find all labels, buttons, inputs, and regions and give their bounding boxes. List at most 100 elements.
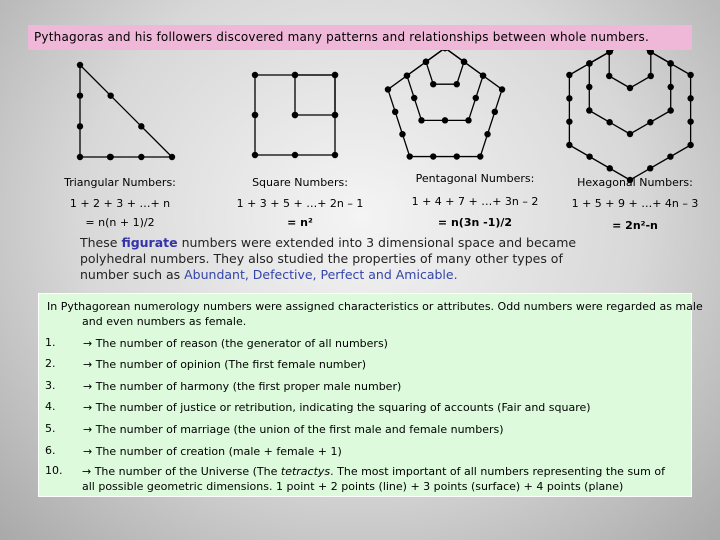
figure-dot — [667, 83, 674, 91]
figure-dot — [626, 130, 634, 138]
column-result: = n² — [287, 216, 313, 229]
figure-dot — [626, 176, 634, 184]
figure-dot — [76, 61, 84, 69]
figure-dot — [291, 151, 299, 159]
figure-dot — [479, 72, 487, 79]
item-text: → The number of the Universe (The tetrac… — [82, 464, 672, 494]
figure-dot — [107, 92, 114, 99]
figure-dot — [667, 107, 674, 114]
figure-dot — [667, 153, 674, 160]
figure-line — [387, 89, 411, 157]
item-part: → The number of reason (the generator of… — [83, 337, 388, 350]
figure-dot — [484, 130, 491, 138]
figure-dot — [477, 153, 484, 160]
figure-dot — [472, 94, 479, 102]
figure-dot — [586, 60, 593, 67]
column-title: Triangular Numbers: — [64, 176, 176, 189]
figure-dot — [647, 165, 654, 172]
column-title: Pentagonal Numbers: — [415, 172, 535, 185]
figure-line — [456, 61, 465, 85]
figure-dot — [403, 72, 411, 79]
figure-line — [79, 64, 173, 158]
figure-line — [569, 144, 631, 181]
figure-dot — [687, 95, 694, 102]
figure-dot — [331, 151, 339, 159]
highlight: figurate — [121, 235, 178, 250]
item-number: 4. — [45, 400, 56, 413]
figure-line — [425, 61, 434, 85]
figure-dot — [687, 141, 694, 149]
figure-dot — [566, 71, 573, 79]
figure-dot — [399, 130, 406, 138]
figure-line — [608, 75, 631, 89]
column-result: = n(n + 1)/2 — [85, 216, 155, 229]
figure-line — [479, 89, 503, 157]
figure-dot — [606, 48, 613, 56]
item-text: → The number of justice or retribution, … — [83, 400, 683, 415]
item-text: → The number of opinion (The first femal… — [83, 357, 683, 372]
figure-dot — [566, 95, 573, 102]
figure-dot — [626, 84, 634, 92]
figure-line — [629, 144, 691, 181]
figure-dot — [76, 123, 84, 130]
column-sum: 1 + 3 + 5 + …+ 2n – 1 — [236, 197, 364, 210]
item-text: → The number of reason (the generator of… — [83, 336, 683, 351]
figure-dot — [251, 151, 259, 159]
item-number: 5. — [45, 422, 56, 435]
figure-line — [425, 47, 446, 63]
figure-dot — [251, 111, 259, 119]
figure-dot — [566, 141, 573, 149]
figure-dot — [331, 111, 339, 119]
item-number: 1. — [45, 336, 56, 349]
column-sum: 1 + 2 + 3 + …+ n — [69, 197, 171, 210]
item-part: . The most important of all numbers repr… — [82, 465, 665, 493]
figure-dot — [491, 108, 498, 116]
figure-dot — [647, 72, 654, 80]
item-part: → The number of opinion (The first femal… — [83, 358, 367, 371]
figure-dot — [138, 123, 145, 130]
figure-dot — [647, 119, 654, 126]
item-part: → The number of marriage (the union of t… — [83, 423, 504, 436]
item-number: 10. — [45, 464, 63, 477]
figure-dot — [422, 58, 430, 66]
figure-dot — [606, 72, 613, 80]
item-part: → The number of justice or retribution, … — [83, 401, 591, 414]
paragraph: These figurate numbers were extended int… — [80, 235, 590, 283]
figure-dot — [566, 118, 573, 125]
figure-dot — [291, 71, 299, 79]
item-text: → The number of harmony (the first prope… — [83, 379, 683, 394]
highlight: Abundant, Defective, Perfect and Amicabl… — [184, 267, 458, 282]
column-result: = 2n²-n — [612, 219, 658, 232]
figure-dot — [384, 86, 392, 93]
column-result: = n(3n -1)/2 — [437, 216, 513, 229]
figure-line — [629, 75, 652, 89]
figure-dot — [606, 165, 613, 172]
figure-dot — [76, 153, 84, 161]
column-title: Hexagonal Numbers: — [577, 176, 693, 189]
figure-dot — [411, 94, 418, 102]
column-sum: 1 + 4 + 7 + …+ 3n – 2 — [411, 195, 539, 208]
figure-dot — [460, 58, 468, 66]
column-sum: 1 + 5 + 9 + …+ 4n – 3 — [571, 197, 699, 210]
figure-dot — [406, 153, 413, 160]
figure-dot — [453, 80, 460, 88]
figure-dot — [586, 83, 593, 91]
figure-dot — [76, 92, 84, 99]
figure-dot — [138, 153, 145, 161]
figure-dot — [667, 60, 674, 67]
numerology-box: In Pythagorean numerology numbers were a… — [38, 293, 703, 497]
figure-dot — [168, 153, 176, 161]
item-part: tetractys — [280, 465, 331, 478]
figure-dot — [606, 119, 613, 126]
figure-dot — [430, 153, 437, 160]
item-part: → The number of harmony (the first prope… — [83, 380, 402, 393]
item-text: → The number of creation (male + female … — [83, 444, 683, 459]
figure-dot — [291, 111, 299, 119]
figure-line — [444, 47, 465, 63]
figure-dot — [687, 118, 694, 125]
figure-dot — [586, 107, 593, 114]
figure-dot — [586, 153, 593, 160]
text: These — [80, 235, 122, 250]
item-part: → The number of the Universe (The — [82, 465, 281, 478]
